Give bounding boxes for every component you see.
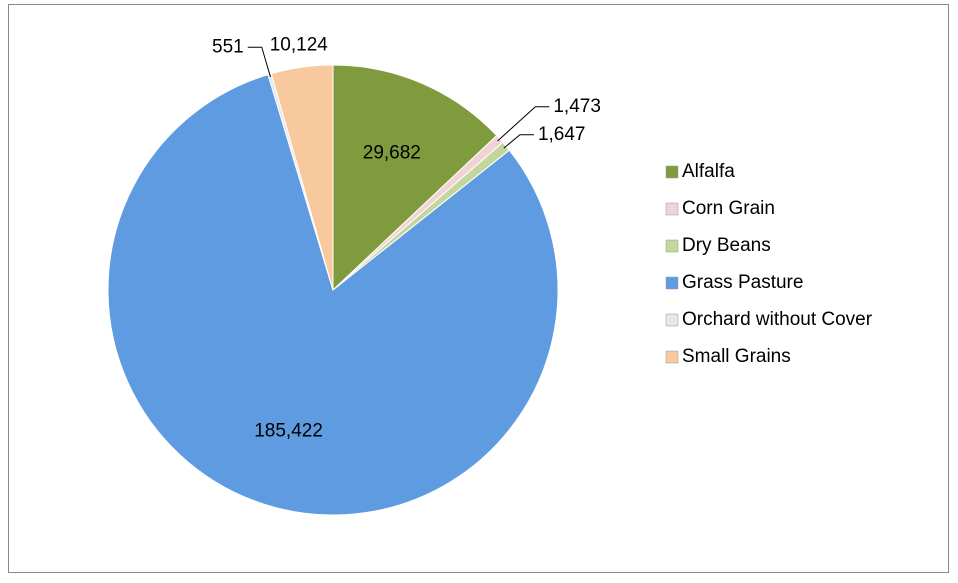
data-label: 1,647 (538, 124, 586, 145)
legend-swatch (665, 202, 679, 216)
pie-slice (270, 64, 334, 291)
data-label: 185,422 (254, 421, 323, 442)
legend-swatch (665, 239, 679, 253)
leader-line (497, 106, 550, 142)
data-label: 1,473 (553, 96, 601, 117)
pie-slice (332, 64, 498, 292)
legend-label: Alfalfa (682, 161, 735, 182)
leader-line (503, 134, 534, 149)
data-label: 10,124 (270, 34, 329, 55)
legend-label: Small Grains (682, 346, 791, 367)
data-label: 551 (212, 36, 244, 57)
legend-label: Dry Beans (682, 235, 771, 256)
leader-line (247, 46, 271, 78)
legend-label: Orchard without Cover (682, 309, 873, 330)
legend-swatch (665, 313, 679, 327)
legend-swatch (665, 350, 679, 364)
legend-label: Grass Pasture (682, 272, 803, 293)
pie-slice (107, 73, 559, 516)
legend-label: Corn Grain (682, 198, 775, 219)
legend-swatch (665, 276, 679, 290)
legend-swatch (665, 165, 679, 179)
data-label: 29,682 (363, 143, 421, 164)
